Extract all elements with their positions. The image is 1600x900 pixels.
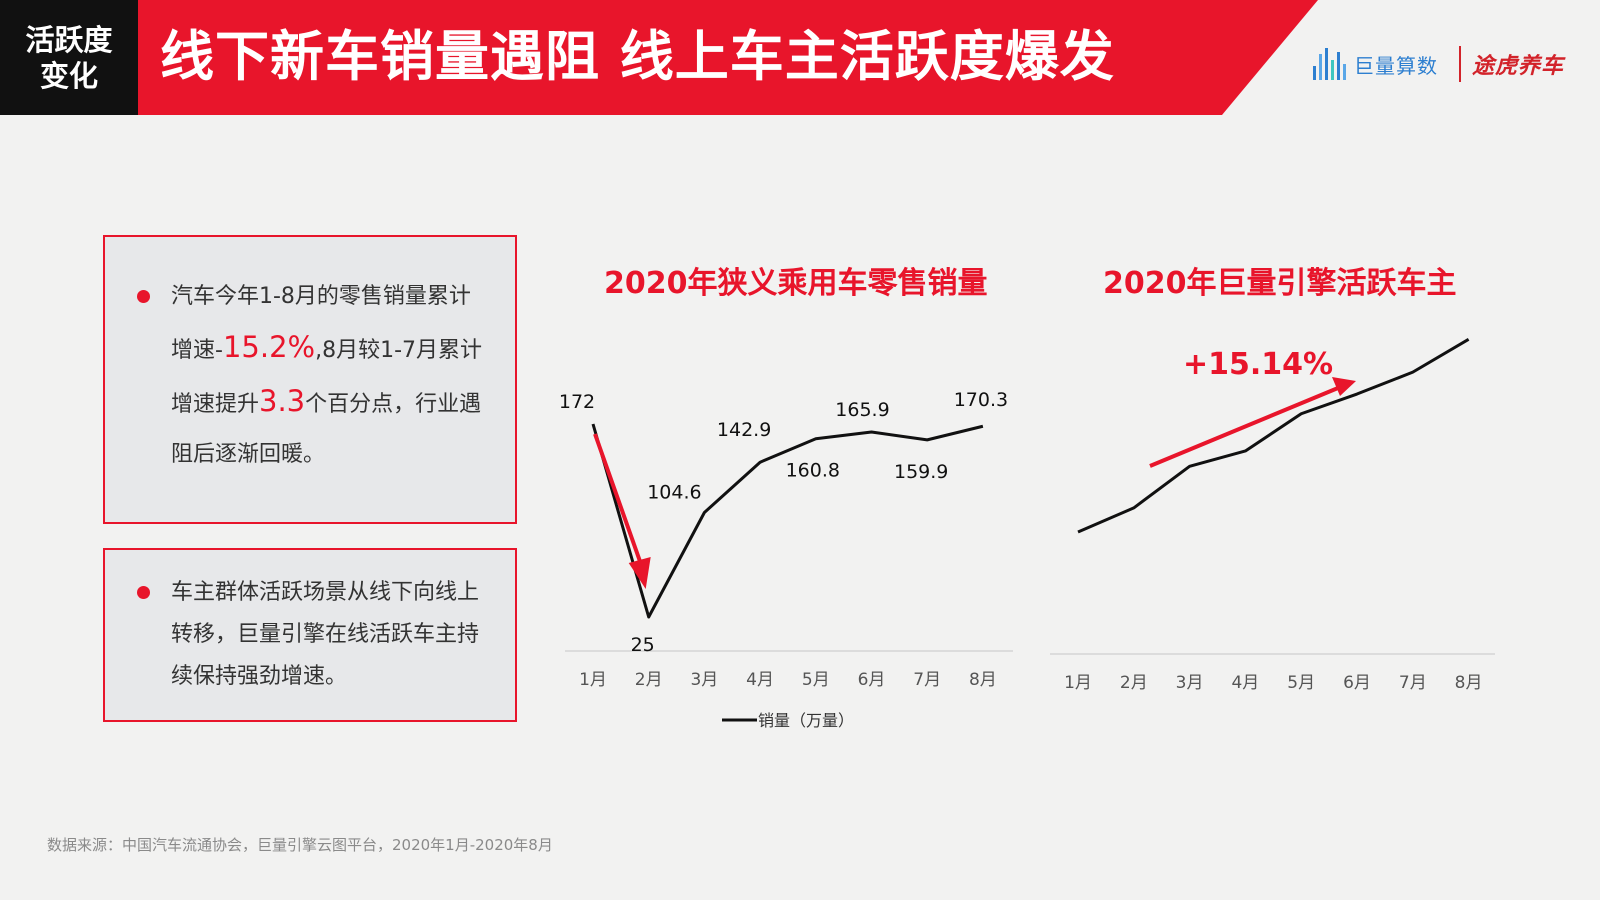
data-label: 172 — [559, 391, 595, 413]
chart2-title: 2020年巨量引擎活跃车主 — [1103, 266, 1457, 301]
x-tick-label: 2月 — [1120, 673, 1148, 693]
summary-box-owners: 车主群体活跃场景从线下向线上转移，巨量引擎在线活跃车主持续保持强劲增速。 — [103, 548, 517, 722]
x-tick-label: 8月 — [969, 670, 997, 690]
data-label: 160.8 — [786, 460, 840, 482]
data-label: 104.6 — [647, 481, 701, 503]
header-tag: 活跃度 变化 — [0, 22, 138, 94]
x-tick-label: 1月 — [1064, 673, 1092, 693]
summary-text-sales: 汽车今年1-8月的零售销量累计增速-15.2%,8月较1-7月累计增速提升3.3… — [171, 272, 491, 480]
x-tick-label: 8月 — [1455, 673, 1483, 693]
chart1-title: 2020年狭义乘用车零售销量 — [604, 266, 988, 301]
x-tick-label: 3月 — [690, 670, 718, 690]
data-label: 170.3 — [954, 389, 1008, 411]
x-tick-label: 4月 — [746, 670, 774, 690]
x-tick-label: 5月 — [802, 670, 830, 690]
header-tag-line1: 活跃度 — [25, 23, 113, 57]
summary-text-owners: 车主群体活跃场景从线下向线上转移，巨量引擎在线活跃车主持续保持强劲增速。 — [171, 580, 480, 689]
juliang-logo: 巨量算数 — [1313, 48, 1438, 80]
growth-annotation: +15.14% — [1183, 347, 1334, 382]
highlight-growth-rate: 15.2% — [222, 330, 316, 364]
data-source-note: 数据来源：中国汽车流通协会，巨量引擎云图平台，2020年1月-2020年8月 — [47, 836, 553, 854]
data-label: 25 — [631, 634, 655, 656]
legend-label: 销量（万量） — [758, 711, 854, 730]
header-banner — [0, 0, 1318, 115]
trend-arrow-line — [1149, 386, 1339, 468]
highlight-percentage-points: 3.3 — [259, 384, 306, 418]
header-tag-line2: 变化 — [39, 59, 98, 93]
sales-series-line — [591, 423, 984, 619]
x-tick-label: 1月 — [579, 670, 607, 690]
juliang-logo-icon — [1313, 48, 1346, 80]
logo-divider — [1459, 46, 1461, 82]
trend-arrow-head — [1332, 377, 1356, 396]
drop-arrow-head — [628, 557, 651, 589]
x-tick-label: 7月 — [913, 670, 941, 690]
x-tick-label: 4月 — [1231, 673, 1259, 693]
data-label: 165.9 — [835, 399, 889, 421]
summary-box-sales: 汽车今年1-8月的零售销量累计增速-15.2%,8月较1-7月累计增速提升3.3… — [103, 235, 517, 524]
header-tag-block — [0, 0, 138, 115]
data-label: 159.9 — [894, 461, 948, 483]
drop-arrow-line — [593, 433, 645, 570]
bullet-icon — [137, 586, 150, 599]
summary-text-part2: ,8月较1-7月累计增速提升 — [171, 338, 483, 417]
x-tick-label: 6月 — [858, 670, 886, 690]
tuhu-logo: 途虎养车 — [1472, 54, 1565, 79]
summary-text-part3: 个百分点，行业遇阻后逐渐回暖。 — [171, 392, 482, 467]
x-tick-label: 5月 — [1287, 673, 1315, 693]
data-label: 142.9 — [717, 419, 771, 441]
x-tick-label: 3月 — [1176, 673, 1204, 693]
summary-text-part1: 汽车今年1-8月的零售销量累计增速- — [171, 284, 471, 363]
bullet-icon — [137, 290, 150, 303]
page-title: 线下新车销量遇阻 线上车主活跃度爆发 — [160, 25, 1115, 88]
juliang-logo-text: 巨量算数 — [1354, 53, 1438, 78]
x-tick-label: 7月 — [1399, 673, 1427, 693]
x-tick-label: 2月 — [635, 670, 663, 690]
x-tick-label: 6月 — [1343, 673, 1371, 693]
